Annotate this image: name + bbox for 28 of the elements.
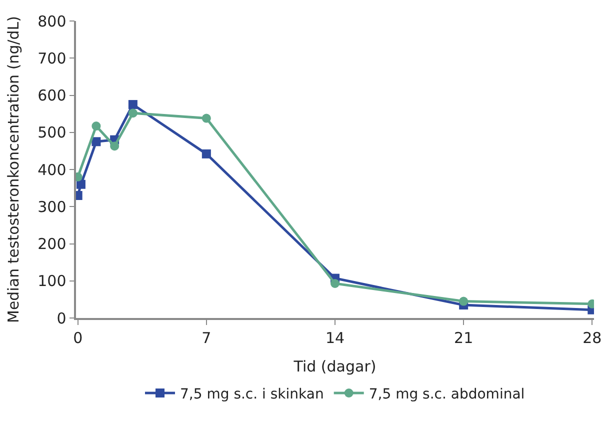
point xyxy=(92,122,101,131)
y-tick-label: 400 xyxy=(38,160,66,179)
point xyxy=(92,137,101,146)
y-tick-label: 0 xyxy=(56,309,66,328)
y-tick-label: 800 xyxy=(38,12,66,30)
x-tick-label: 28 xyxy=(582,328,602,347)
y-tick-label: 600 xyxy=(38,86,66,104)
legend-label: 7,5 mg s.c. abdominal xyxy=(368,386,525,402)
point xyxy=(128,100,138,110)
point xyxy=(110,142,120,151)
point xyxy=(202,114,211,123)
y-axis-title: Median testosteronkoncentration (ng/dL) xyxy=(4,16,22,323)
point xyxy=(128,108,138,118)
x-tick-label: 7 xyxy=(202,328,212,347)
x-axis-title: Tid (dagar) xyxy=(292,357,376,376)
x-tick-label: 0 xyxy=(73,328,83,347)
y-tick-label: 300 xyxy=(38,198,66,216)
point xyxy=(202,149,211,158)
x-tick-label: 21 xyxy=(454,328,474,347)
y-tick-label: 500 xyxy=(38,124,66,142)
legend-label: 7,5 mg s.c. i skinkan xyxy=(180,386,324,402)
y-tick-label: 700 xyxy=(38,49,66,68)
point xyxy=(330,278,340,288)
y-tick-label: 100 xyxy=(38,272,66,290)
x-tick-label: 14 xyxy=(325,328,345,347)
y-tick-label: 200 xyxy=(38,235,66,253)
point xyxy=(459,296,468,306)
point xyxy=(76,180,86,189)
